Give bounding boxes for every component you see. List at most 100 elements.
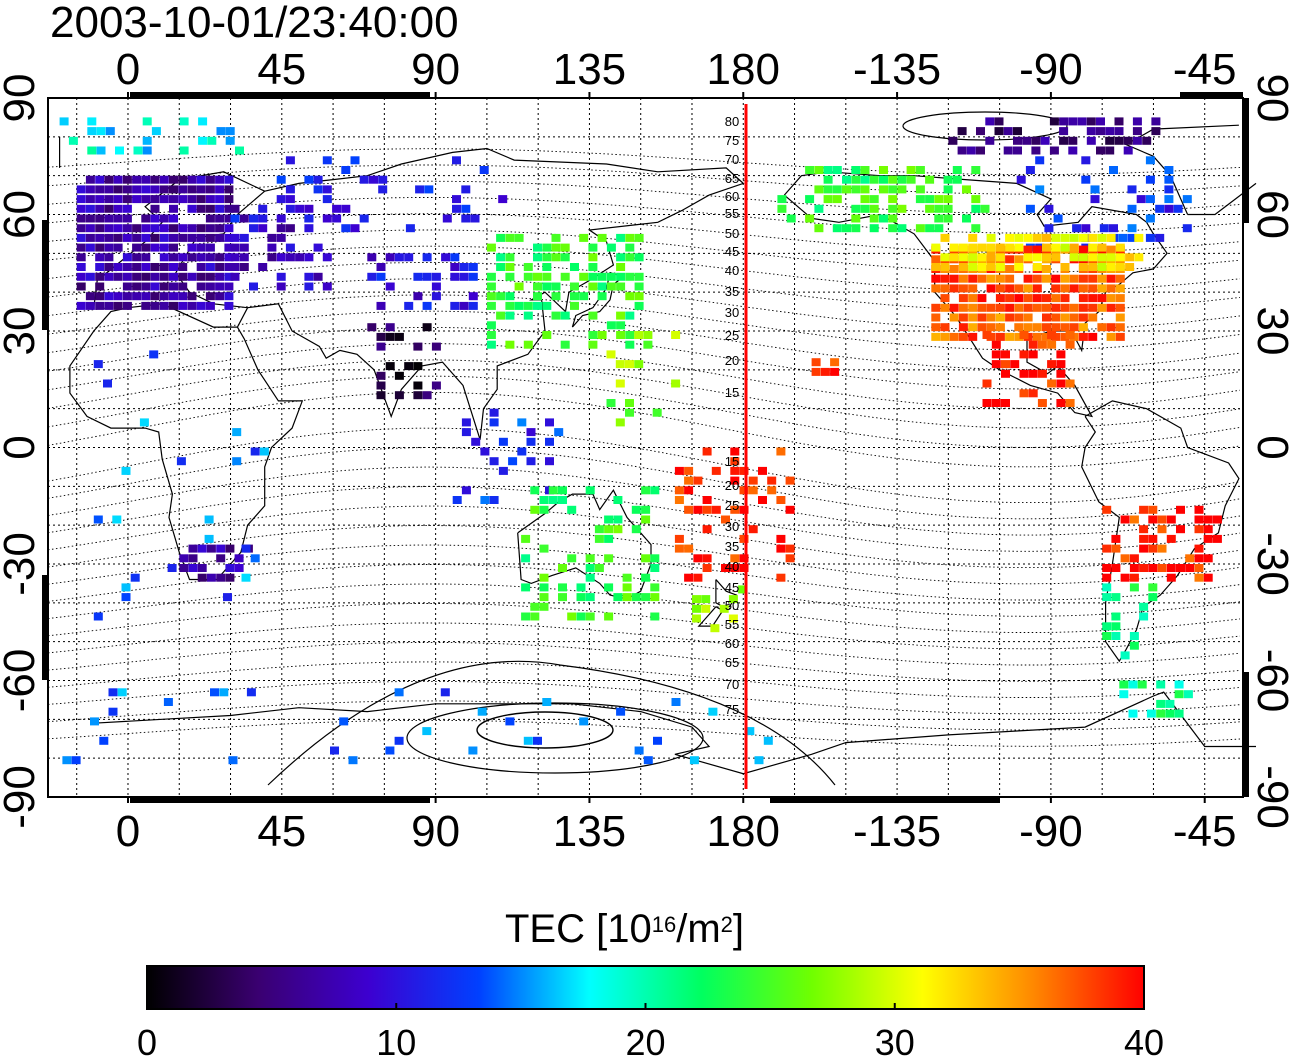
- lon-label-top: 45: [257, 45, 306, 94]
- tec-pixel: [548, 486, 558, 495]
- tec-pixel: [986, 274, 996, 283]
- tec-pixel: [1212, 515, 1222, 524]
- magnetic-contour: [47, 505, 1241, 569]
- tec-pixel: [394, 253, 404, 262]
- tec-pixel: [159, 224, 169, 233]
- tec-pixel: [1106, 253, 1116, 262]
- tec-pixel: [616, 707, 626, 716]
- tec-pixel: [634, 272, 644, 281]
- tec-pixel: [693, 554, 703, 563]
- contour-label: 60: [725, 636, 739, 651]
- tec-pixel: [539, 573, 549, 582]
- tec-pixel: [295, 204, 305, 213]
- tec-pixel: [442, 214, 452, 223]
- tec-pixel: [216, 544, 226, 553]
- tec-pixel: [95, 263, 105, 271]
- tec-pixel: [141, 195, 151, 204]
- tec-pixel: [215, 224, 225, 233]
- tec-pixel: [625, 408, 634, 417]
- tec-pixel: [785, 554, 795, 563]
- tec-pixel: [141, 185, 151, 194]
- coastline: [69, 171, 304, 581]
- tec-pixel: [634, 253, 644, 262]
- tec-pixel: [249, 224, 258, 233]
- tec-pixel: [215, 185, 225, 194]
- tec-pixel: [625, 311, 635, 320]
- contour-label: 25: [725, 498, 739, 513]
- tec-pixel: [533, 292, 542, 301]
- tec-pixel: [962, 214, 971, 223]
- tec-pixel: [548, 496, 558, 504]
- tec-pixel: [141, 282, 151, 291]
- tec-pixel: [477, 707, 487, 716]
- tec-pixel: [141, 224, 151, 233]
- tec-pixel: [1056, 360, 1066, 369]
- tec-pixel: [551, 282, 561, 291]
- tec-pixel: [505, 263, 515, 271]
- tec-pixel: [986, 243, 996, 252]
- tec-pixel: [413, 272, 423, 281]
- tec-pixel: [104, 185, 114, 194]
- tec-pixel: [613, 593, 623, 602]
- tec-pixel: [1065, 340, 1075, 349]
- tec-pixel: [576, 593, 586, 602]
- tec-pixel: [977, 263, 987, 271]
- tec-pixel: [1032, 263, 1042, 271]
- tec-pixel: [169, 243, 178, 252]
- tec-pixel: [523, 311, 533, 320]
- tec-pixel: [521, 612, 531, 621]
- tec-pixel: [1060, 323, 1070, 332]
- tec-pixel: [1078, 313, 1088, 322]
- tec-pixel: [1129, 515, 1139, 524]
- tec-pixel: [489, 457, 499, 466]
- tec-pixel: [159, 301, 169, 310]
- tec-pixel: [940, 253, 950, 262]
- lon-label-bottom: -45: [1173, 807, 1237, 856]
- tec-pixel: [1037, 340, 1047, 349]
- tec-pixel: [223, 593, 232, 602]
- tec-pixel: [225, 136, 235, 145]
- tec-pixel: [588, 340, 598, 349]
- tec-pixel: [1137, 680, 1147, 689]
- tec-pixel: [523, 340, 533, 349]
- tec-pixel: [1096, 117, 1105, 126]
- tec-pixel: [76, 301, 86, 310]
- tec-pixel: [986, 263, 996, 271]
- tec-pixel: [915, 185, 925, 194]
- tec-pixel: [76, 263, 86, 271]
- tec-pixel: [931, 263, 941, 271]
- tec-pixel: [206, 573, 216, 582]
- tec-pixel: [85, 224, 95, 233]
- tec-pixel: [597, 233, 607, 242]
- tec-pixel: [814, 185, 824, 194]
- tec-pixel: [304, 272, 314, 281]
- tec-pixel: [625, 243, 635, 252]
- tec-pixel: [385, 332, 395, 341]
- tec-pixel: [431, 282, 441, 291]
- frame-bar-right: [1243, 672, 1249, 797]
- tec-pixel: [304, 175, 314, 184]
- tec-pixel: [1088, 332, 1098, 341]
- colorbar-label-unit-exponent: 2: [720, 912, 733, 937]
- tec-pixel: [196, 272, 206, 281]
- tec-pixel: [1164, 195, 1174, 204]
- tec-pixel: [132, 253, 142, 262]
- tec-pixel: [634, 331, 644, 339]
- tec-pixel: [304, 214, 314, 223]
- tec-pixel: [422, 727, 432, 736]
- frame-bar-top: [1180, 92, 1243, 98]
- tec-pixel: [940, 263, 950, 271]
- tec-pixel: [968, 253, 978, 262]
- tec-pixel: [163, 698, 173, 706]
- tec-pixel: [588, 263, 598, 271]
- tec-pixel: [1106, 284, 1116, 293]
- tec-pixel: [604, 554, 614, 563]
- tec-pixel: [943, 185, 953, 194]
- tec-pixel: [1139, 564, 1149, 572]
- tec-pixel: [643, 756, 653, 765]
- lon-label-bottom: 90: [411, 807, 460, 856]
- tec-pixel: [702, 447, 712, 456]
- tec-pixel: [258, 263, 268, 271]
- tec-pixel: [616, 321, 626, 330]
- tec-pixel: [246, 688, 256, 697]
